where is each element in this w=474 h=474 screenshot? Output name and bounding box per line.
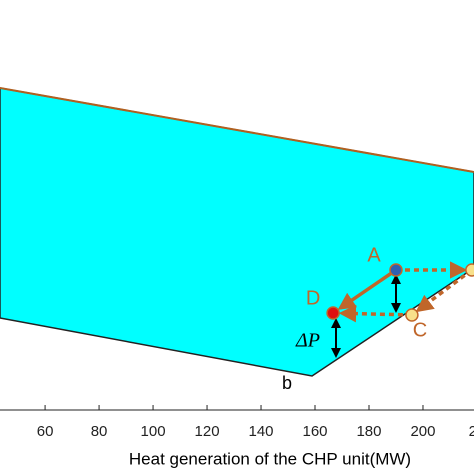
point bbox=[389, 263, 403, 277]
arrow bbox=[337, 268, 397, 310]
point-label: D bbox=[306, 287, 320, 309]
delta-label: ΔP bbox=[295, 330, 320, 352]
x-tick-label: 180 bbox=[356, 423, 381, 440]
point-label: A bbox=[367, 244, 381, 266]
x-tick-label: 160 bbox=[302, 423, 327, 440]
point bbox=[405, 308, 419, 322]
x-tick-label: 22 bbox=[469, 423, 474, 440]
x-tick-label: 140 bbox=[249, 423, 274, 440]
top-edge bbox=[0, 87, 474, 173]
x-tick-label: 100 bbox=[141, 423, 166, 440]
x-tick-label: 120 bbox=[195, 423, 220, 440]
region bbox=[0, 87, 474, 377]
point bbox=[465, 263, 474, 277]
point bbox=[326, 306, 340, 320]
x-tick-label: 60 bbox=[37, 423, 54, 440]
x-tick-label: 80 bbox=[91, 423, 108, 440]
arrow bbox=[338, 304, 412, 323]
x-tick-label: 200 bbox=[410, 423, 435, 440]
vertex-label: b bbox=[282, 373, 292, 393]
arrow bbox=[415, 268, 473, 313]
x-axis-title: Heat generation of the CHP unit(MW) bbox=[129, 449, 411, 468]
plot bbox=[0, 87, 474, 377]
point-label: C bbox=[413, 319, 427, 341]
